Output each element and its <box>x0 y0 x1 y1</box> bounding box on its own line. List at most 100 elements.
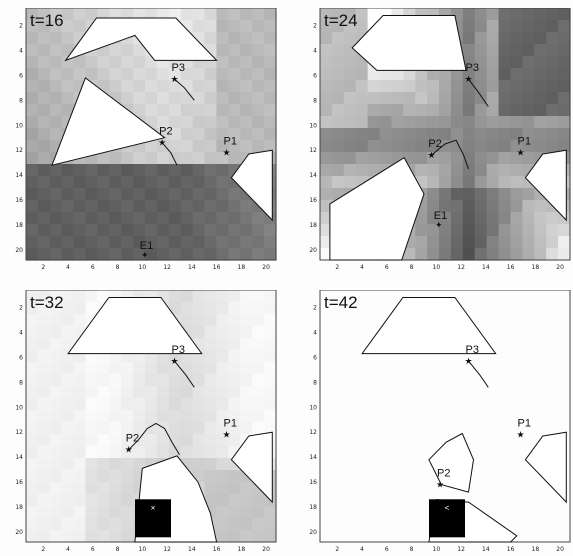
heatmap-cell <box>180 176 194 189</box>
heatmap-cell <box>403 458 416 471</box>
heatmap-cell <box>264 68 277 81</box>
heatmap-cell <box>546 212 559 225</box>
heatmap-cell <box>367 422 381 435</box>
heatmap-cell <box>26 8 39 21</box>
heatmap-cell <box>109 236 122 249</box>
heatmap-cell <box>510 458 523 471</box>
heatmap-cell <box>486 104 500 117</box>
heatmap-cell <box>534 422 547 435</box>
heatmap-cell <box>486 68 500 81</box>
heatmap-cell <box>109 8 122 21</box>
heatmap-cell <box>546 350 559 363</box>
heatmap-cell <box>415 164 428 177</box>
heatmap-cell <box>168 152 182 165</box>
heatmap-cell <box>145 434 158 447</box>
heatmap-cell <box>522 248 535 261</box>
heatmap-cell <box>216 470 229 483</box>
heatmap-cell <box>415 68 428 81</box>
pursuer-marker-p2: ★ <box>125 446 133 456</box>
heatmap-cell <box>180 386 194 399</box>
heatmap-cell <box>522 506 535 519</box>
heatmap-cell <box>439 128 452 141</box>
obstacle-1 <box>67 297 203 355</box>
heatmap-cell <box>26 290 39 303</box>
heatmap-cell <box>510 44 523 57</box>
heatmap-cell <box>228 104 241 117</box>
heatmap-cell <box>26 326 39 339</box>
heatmap-cell <box>486 410 500 423</box>
heatmap-cell <box>216 458 229 471</box>
heatmap-cell <box>49 20 63 33</box>
heatmap-cell <box>26 530 39 543</box>
heatmap-cell <box>264 290 277 303</box>
goal-marker: × <box>151 503 156 512</box>
x-tick-label: 14 <box>482 264 490 271</box>
pursuer-marker-p1: ★ <box>222 431 230 441</box>
heatmap-cell <box>498 128 512 141</box>
heatmap-cell <box>26 20 39 33</box>
x-tick-label: 14 <box>188 264 196 271</box>
heatmap-cell <box>462 290 476 303</box>
heatmap-cell <box>216 374 229 387</box>
heatmap-cell <box>522 398 535 411</box>
heatmap-cell <box>403 470 416 483</box>
heatmap-cell <box>26 188 39 201</box>
heatmap-cell <box>462 374 476 387</box>
heatmap-cell <box>85 200 99 213</box>
heatmap-cell <box>133 398 146 411</box>
heatmap-cell <box>37 398 51 411</box>
heatmap-cell <box>216 398 229 411</box>
heatmap-cell <box>97 482 110 495</box>
heatmap-cell <box>498 152 512 165</box>
y-tick-label: 6 <box>313 72 317 79</box>
heatmap-cell <box>37 290 51 303</box>
heatmap-cell <box>180 290 194 303</box>
heatmap-cell <box>427 212 440 225</box>
y-tick-label: 18 <box>15 222 23 229</box>
heatmap-cell <box>355 506 369 519</box>
heatmap-cell <box>26 80 39 93</box>
heatmap-cell <box>49 212 63 225</box>
heatmap-cell <box>264 374 277 387</box>
x-tick-label: 6 <box>91 264 95 271</box>
heatmap-cell <box>343 506 357 519</box>
heatmap-cell <box>240 386 253 399</box>
heatmap-cell <box>498 350 512 363</box>
heatmap-cell <box>486 362 500 375</box>
heatmap-cell <box>121 362 134 375</box>
heatmap-cell <box>49 314 63 327</box>
heatmap-cell <box>49 482 63 495</box>
heatmap-cell <box>510 374 523 387</box>
heatmap-cell <box>534 8 547 21</box>
heatmap-cell <box>534 518 547 531</box>
x-tick-label: 4 <box>66 264 70 271</box>
heatmap-cell <box>415 398 428 411</box>
heatmap-cell <box>546 398 559 411</box>
x-tick-label: 12 <box>457 546 465 553</box>
y-tick-label: 12 <box>15 147 23 154</box>
heatmap-cell <box>49 188 63 201</box>
heatmap-cell <box>355 470 369 483</box>
heatmap-cell <box>228 128 241 141</box>
heatmap-cell <box>331 152 345 165</box>
heatmap-cell <box>73 434 87 447</box>
heatmap-cell <box>522 530 535 543</box>
heatmap-cell <box>73 164 87 177</box>
heatmap-cell <box>109 470 122 483</box>
heatmap-cell <box>264 326 277 339</box>
heatmap-cell <box>498 482 512 495</box>
heatmap-cell <box>252 506 265 519</box>
heatmap-cell <box>240 290 253 303</box>
heatmap-cell <box>204 248 218 261</box>
heatmap-cell <box>498 56 512 69</box>
heatmap-cell <box>510 140 523 153</box>
heatmap-cell <box>522 494 535 507</box>
heatmap-cell <box>379 458 393 471</box>
heatmap-cell <box>61 422 75 435</box>
heatmap-cell <box>121 410 134 423</box>
heatmap-cell <box>450 212 464 225</box>
heatmap-cell <box>49 224 63 237</box>
heatmap-cell <box>168 200 182 213</box>
heatmap-cell <box>216 56 229 69</box>
